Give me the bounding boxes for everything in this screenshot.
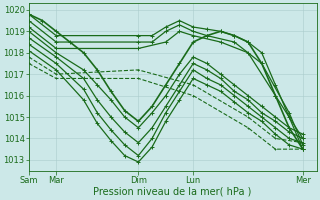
X-axis label: Pression niveau de la mer( hPa ): Pression niveau de la mer( hPa )	[93, 187, 252, 197]
